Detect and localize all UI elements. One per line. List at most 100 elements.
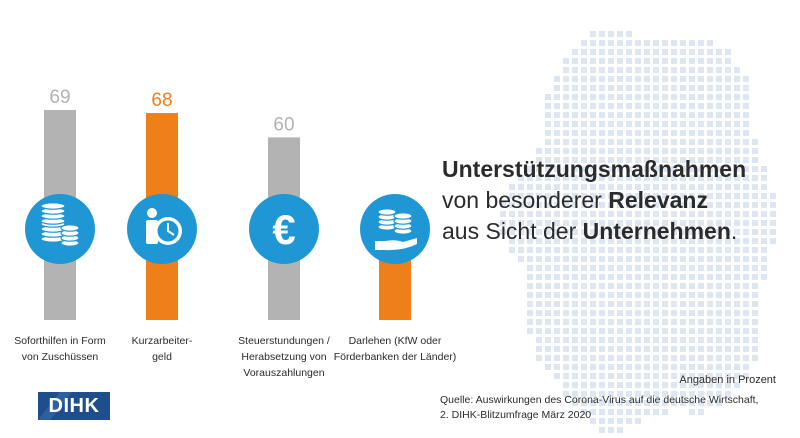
map-dot <box>599 193 605 199</box>
map-dot <box>725 355 731 361</box>
map-dot <box>617 364 623 370</box>
map-dot <box>716 337 722 343</box>
map-dot <box>653 310 659 316</box>
map-dot <box>734 292 740 298</box>
map-dot <box>644 274 650 280</box>
category-label-line: Kurzarbeiter- <box>131 335 193 347</box>
map-dot <box>599 148 605 154</box>
map-dot <box>689 229 695 235</box>
map-dot <box>563 121 569 127</box>
map-dot <box>671 58 677 64</box>
map-dot <box>707 211 713 217</box>
map-dot <box>734 166 740 172</box>
map-dot <box>572 382 578 388</box>
map-dot <box>581 220 587 226</box>
map-dot <box>653 85 659 91</box>
map-dot <box>752 157 758 163</box>
map-dot <box>689 103 695 109</box>
map-dot <box>707 40 713 46</box>
map-dot <box>563 301 569 307</box>
map-dot <box>608 301 614 307</box>
map-dot <box>581 76 587 82</box>
map-dot <box>590 130 596 136</box>
map-dot <box>554 283 560 289</box>
map-dot <box>554 112 560 118</box>
map-dot <box>716 202 722 208</box>
map-dot <box>536 256 542 262</box>
map-dot <box>734 274 740 280</box>
map-dot <box>698 373 704 379</box>
map-dot <box>545 292 551 298</box>
map-dot <box>563 184 569 190</box>
map-dot <box>698 238 704 244</box>
map-dot <box>671 40 677 46</box>
map-dot <box>662 121 668 127</box>
map-dot <box>617 103 623 109</box>
map-dot <box>581 256 587 262</box>
map-dot <box>644 175 650 181</box>
map-dot <box>617 373 623 379</box>
map-dot <box>752 337 758 343</box>
map-dot <box>680 229 686 235</box>
map-dot <box>626 373 632 379</box>
map-dot <box>572 211 578 217</box>
map-dot <box>734 94 740 100</box>
map-dot <box>536 229 542 235</box>
map-dot <box>572 229 578 235</box>
map-dot <box>716 265 722 271</box>
map-dot <box>500 229 506 235</box>
map-dot <box>617 112 623 118</box>
map-dot <box>626 256 632 262</box>
category-label: Steuerstundungen / Herabsetzung von Voraus… <box>219 333 349 381</box>
map-dot <box>581 130 587 136</box>
map-dot <box>572 94 578 100</box>
map-dot <box>626 355 632 361</box>
map-dot <box>545 310 551 316</box>
map-dot <box>662 130 668 136</box>
map-dot <box>653 283 659 289</box>
map-dot <box>734 85 740 91</box>
map-dot <box>716 346 722 352</box>
map-dot <box>608 58 614 64</box>
map-dot <box>536 157 542 163</box>
map-dot <box>680 193 686 199</box>
map-dot <box>752 166 758 172</box>
map-dot <box>617 418 623 424</box>
map-dot <box>590 238 596 244</box>
map-dot <box>608 94 614 100</box>
map-dot <box>590 292 596 298</box>
map-dot <box>743 337 749 343</box>
category-label: Kurzarbeiter-geld <box>97 333 227 365</box>
map-dot <box>689 76 695 82</box>
map-dot <box>617 184 623 190</box>
map-dot <box>581 175 587 181</box>
map-dot <box>716 139 722 145</box>
map-dot <box>572 157 578 163</box>
map-dot <box>689 202 695 208</box>
map-dot <box>680 265 686 271</box>
map-dot <box>707 58 713 64</box>
map-dot <box>725 301 731 307</box>
map-dot <box>725 175 731 181</box>
headline-line3-bold: Unternehmen <box>582 218 731 244</box>
map-dot <box>626 382 632 388</box>
map-dot <box>581 292 587 298</box>
dihk-logo-shape <box>38 392 110 420</box>
map-dot <box>707 328 713 334</box>
category-label-line: Darlehen (KfW oder <box>348 335 442 347</box>
map-dot <box>635 292 641 298</box>
map-dot <box>536 310 542 316</box>
map-dot <box>518 202 524 208</box>
map-dot <box>707 256 713 262</box>
map-dot <box>725 364 731 370</box>
map-dot <box>563 373 569 379</box>
map-dot <box>554 94 560 100</box>
map-dot <box>554 373 560 379</box>
map-dot <box>716 49 722 55</box>
map-dot <box>662 175 668 181</box>
map-dot <box>572 247 578 253</box>
map-dot <box>653 157 659 163</box>
map-dot <box>626 400 632 406</box>
map-dot <box>581 139 587 145</box>
map-dot <box>698 58 704 64</box>
